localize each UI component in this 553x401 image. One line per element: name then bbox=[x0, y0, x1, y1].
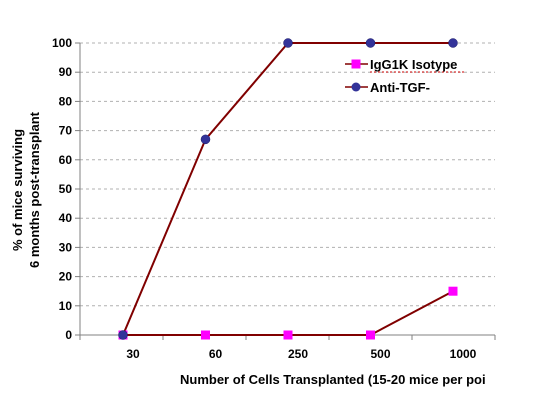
y-tick-label: 90 bbox=[59, 65, 73, 79]
gridlines bbox=[75, 42, 495, 336]
data-point-igg1k bbox=[283, 330, 293, 340]
legend-marker-anti-tgf bbox=[351, 82, 361, 92]
data-point-anti-tgf bbox=[118, 330, 128, 340]
data-point-anti-tgf bbox=[448, 38, 458, 48]
x-tick-label: 30 bbox=[126, 347, 140, 361]
x-tick-label: 250 bbox=[288, 347, 308, 361]
y-tick-label: 30 bbox=[59, 240, 73, 254]
y-tick-label: 0 bbox=[65, 328, 72, 342]
x-tick-labels: 30 60 250 500 1000 bbox=[79, 335, 496, 361]
y-axis-title-line-2: 6 months post-transplant bbox=[27, 111, 42, 268]
y-tick-label: 100 bbox=[52, 36, 72, 50]
y-tick-label: 80 bbox=[59, 94, 73, 108]
data-point-igg1k bbox=[366, 330, 375, 340]
series-lines bbox=[118, 38, 458, 340]
data-point-igg1k bbox=[448, 286, 458, 296]
legend-marker-igg1k bbox=[351, 59, 361, 69]
y-tick-label: 50 bbox=[59, 182, 73, 196]
y-tick-label: 40 bbox=[59, 211, 73, 225]
legend-label-igg1k: IgG1K Isotype bbox=[370, 57, 457, 72]
y-axis-title-line-1: % of mice surviving bbox=[10, 129, 25, 251]
x-tick-label: 60 bbox=[209, 347, 223, 361]
y-tick-label: 60 bbox=[59, 153, 73, 167]
legend-label-anti-tgf: Anti-TGF- bbox=[370, 80, 430, 95]
x-tick-label: 500 bbox=[370, 347, 390, 361]
y-tick-label: 10 bbox=[59, 299, 73, 313]
y-tick-labels: 0 10 20 30 40 50 60 70 80 90 100 bbox=[52, 36, 72, 342]
data-point-anti-tgf bbox=[365, 38, 376, 48]
x-tick-label: 1000 bbox=[450, 347, 477, 361]
y-tick-label: 70 bbox=[59, 124, 73, 138]
legend: IgG1K Isotype Anti-TGF- bbox=[345, 57, 465, 95]
data-point-igg1k bbox=[201, 330, 210, 340]
y-tick-label: 20 bbox=[59, 270, 73, 284]
x-axis-title: Number of Cells Transplanted (15-20 mice… bbox=[180, 372, 486, 387]
series-line bbox=[123, 290, 454, 336]
data-point-anti-tgf bbox=[200, 134, 211, 145]
data-point-anti-tgf bbox=[283, 38, 293, 48]
